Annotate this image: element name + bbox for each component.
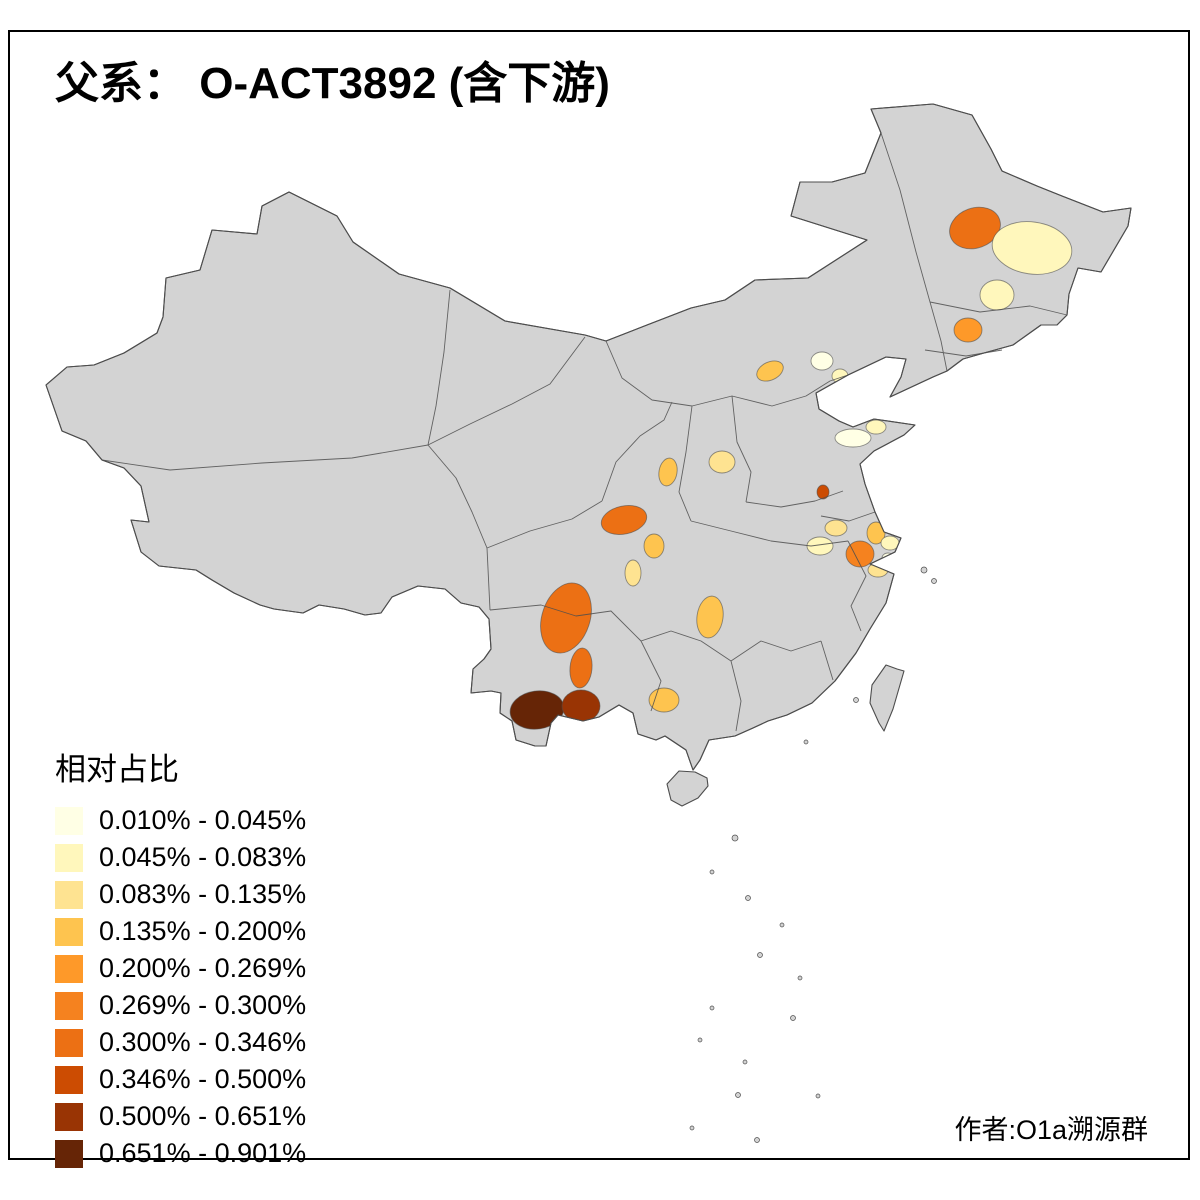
legend-title: 相对占比 <box>55 752 179 787</box>
south-china-sea-islands <box>689 566 937 1143</box>
hainan-island-shape <box>666 770 709 807</box>
region-patch <box>708 450 736 474</box>
region-patch <box>881 552 895 564</box>
legend-item: 0.135% - 0.200% <box>55 916 306 947</box>
legend-swatch <box>55 806 83 835</box>
legend-swatch <box>55 954 83 983</box>
legend-label: 0.135% - 0.200% <box>99 916 307 946</box>
legend-swatch <box>55 1139 83 1168</box>
region-patch <box>834 428 872 448</box>
region-patch <box>624 559 642 587</box>
legend-item: 0.200% - 0.269% <box>55 953 306 984</box>
legend-label: 0.300% - 0.346% <box>99 1027 307 1057</box>
region-patch <box>991 221 1073 275</box>
region-patch <box>979 279 1015 311</box>
taiwan-island-shape <box>869 664 905 732</box>
region-patch <box>953 317 983 343</box>
region-patch <box>824 519 848 537</box>
legend-swatch <box>55 1028 83 1057</box>
legend-items: 0.010% - 0.045% 0.045% - 0.083% 0.083% -… <box>55 805 306 1169</box>
region-patch <box>648 687 680 713</box>
region-patch <box>696 595 724 639</box>
legend-label: 0.269% - 0.300% <box>99 990 307 1020</box>
legend-label: 0.346% - 0.500% <box>99 1064 307 1094</box>
region-patch <box>865 419 887 435</box>
region-patch <box>600 505 648 535</box>
legend: 相对占比 0.010% - 0.045% 0.045% - 0.083% 0.0… <box>55 744 306 1175</box>
legend-swatch <box>55 917 83 946</box>
region-patch <box>949 206 1001 250</box>
legend-swatch <box>55 991 83 1020</box>
region-patch <box>569 647 593 689</box>
legend-swatch <box>55 843 83 872</box>
legend-label: 0.083% - 0.135% <box>99 879 307 909</box>
region-patch <box>816 484 830 500</box>
province-boundaries <box>101 132 1068 732</box>
legend-item: 0.269% - 0.300% <box>55 990 306 1021</box>
region-patch <box>841 382 861 398</box>
author-credit: 作者:O1a溯源群 <box>954 1115 1148 1145</box>
legend-item: 0.010% - 0.045% <box>55 805 306 836</box>
legend-label: 0.500% - 0.651% <box>99 1101 307 1131</box>
legend-label: 0.200% - 0.269% <box>99 953 307 983</box>
legend-swatch <box>55 1102 83 1131</box>
legend-item: 0.346% - 0.500% <box>55 1064 306 1095</box>
legend-item: 0.500% - 0.651% <box>55 1101 306 1132</box>
region-patch <box>806 536 834 556</box>
legend-label: 0.045% - 0.083% <box>99 842 307 872</box>
region-patch <box>845 540 875 568</box>
region-patch <box>643 533 665 559</box>
legend-item: 0.651% - 0.901% <box>55 1138 306 1169</box>
legend-label: 0.651% - 0.901% <box>99 1138 307 1168</box>
legend-item: 0.045% - 0.083% <box>55 842 306 873</box>
region-patch <box>540 582 592 654</box>
region-patch <box>810 351 834 371</box>
legend-swatch <box>55 880 83 909</box>
legend-item: 0.300% - 0.346% <box>55 1027 306 1058</box>
legend-item: 0.083% - 0.135% <box>55 879 306 910</box>
legend-label: 0.010% - 0.045% <box>99 805 307 835</box>
region-patch <box>756 360 784 382</box>
figure-title: 父系： O-ACT3892 (含下游) <box>55 59 610 108</box>
region-patch <box>866 521 886 545</box>
china-outline-overlay <box>45 103 1132 771</box>
legend-swatch <box>55 1065 83 1094</box>
region-patch <box>658 457 678 487</box>
